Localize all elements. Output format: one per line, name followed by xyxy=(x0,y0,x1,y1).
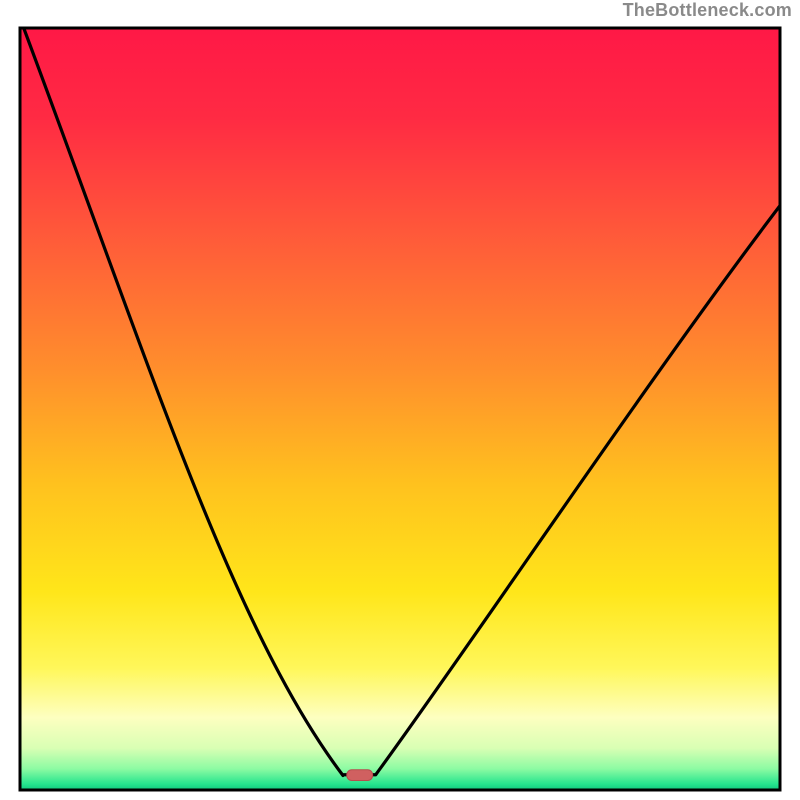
optimum-marker xyxy=(347,770,373,781)
chart-stage: TheBottleneck.com xyxy=(0,0,800,800)
bottleneck-chart xyxy=(0,0,800,800)
gradient-background xyxy=(20,28,780,790)
